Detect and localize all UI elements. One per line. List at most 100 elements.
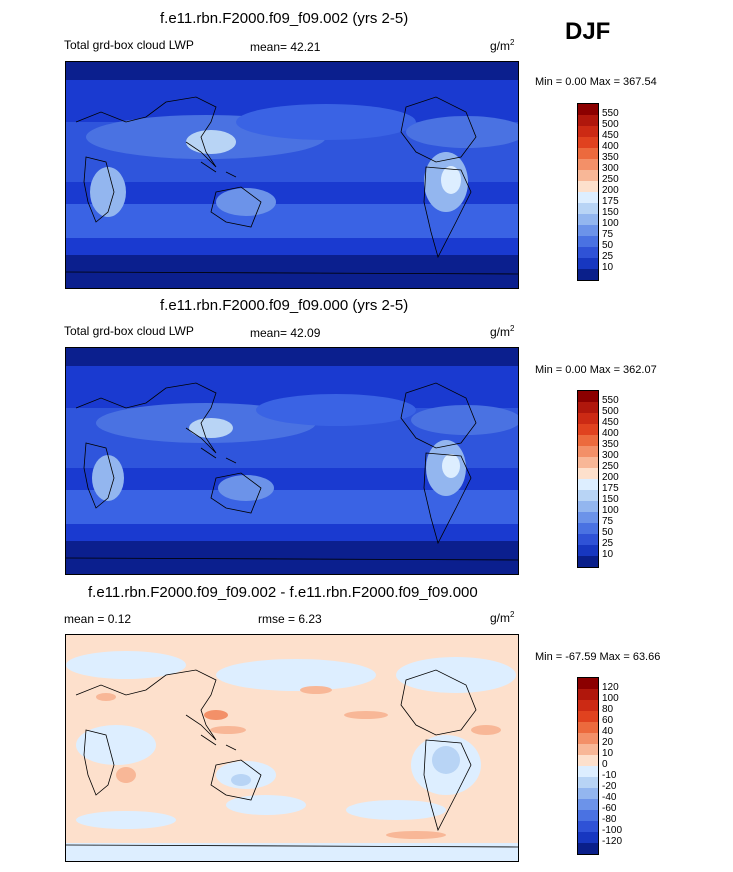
panel-2-colorbar-color-swatch	[578, 435, 598, 446]
panel-3-colorbar-tick-label: 100	[602, 693, 619, 704]
panel-3-colorbar-color-swatch	[578, 755, 598, 766]
panel-3-colorbar-tick-label: -80	[602, 814, 617, 825]
panel-1-colorbar-color-swatch	[578, 181, 598, 192]
panel-3-map-field	[66, 651, 518, 861]
panel-2-colorbar-tick-label: 300	[602, 450, 619, 461]
panel-1-title: f.e11.rbn.F2000.f09_f09.002 (yrs 2-5)	[160, 10, 409, 27]
panel-1-colorbar-color-swatch	[578, 115, 598, 126]
panel-1-colorbar-tick-label: 100	[602, 218, 619, 229]
panel-3-colorbar-color-swatch	[578, 678, 598, 689]
panel-3-colorbar-tick-label: 60	[602, 715, 614, 726]
panel-2-mean: mean= 42.09	[250, 326, 321, 340]
panel-3-colorbar-tick-label: -120	[602, 836, 623, 847]
panel-1-left-label: Total grd-box cloud LWP	[64, 38, 194, 52]
panel-1-colorbar-color-swatch	[578, 170, 598, 181]
panel-3-colorbar-color-swatch	[578, 766, 598, 777]
panel-1-colorbar-tick-label: 450	[602, 130, 619, 141]
panel-3-units: g/m2	[490, 610, 515, 625]
panel-2-colorbar-color-swatch	[578, 512, 598, 523]
panel-3-colorbar-color-swatch	[578, 700, 598, 711]
panel-2-minmax: Min = 0.00 Max = 362.07	[535, 364, 657, 376]
panel-3-colorbar-tick-label: 20	[602, 737, 614, 748]
panel-2-colorbar-tick-label: 75	[602, 516, 614, 527]
panel-2-colorbar-tick-label: 150	[602, 494, 619, 505]
panel-1-colorbar-color-swatch	[578, 137, 598, 148]
panel-2-colorbar-color-swatch	[578, 523, 598, 534]
panel-1-colorbar-tick-label: 200	[602, 185, 619, 196]
panel-3-colorbar-color-swatch	[578, 722, 598, 733]
season-label: DJF	[565, 18, 611, 45]
panel-1-colorbar-tick-label: 50	[602, 240, 614, 251]
panel-2-colorbar-color-swatch	[578, 501, 598, 512]
panel-2-colorbar-tick-label: 550	[602, 395, 619, 406]
panel-3-colorbar-color-swatch	[578, 788, 598, 799]
panel-1-colorbar-tick-label: 10	[602, 262, 614, 273]
panel-1-colorbar-tick-label: 400	[602, 141, 619, 152]
panel-2-colorbar-color-swatch	[578, 402, 598, 413]
panel-1-units: g/m2	[490, 38, 515, 53]
panel-3-map	[65, 634, 519, 862]
panel-2-colorbar-color-swatch	[578, 490, 598, 501]
panel-1-colorbar-color-swatch	[578, 192, 598, 203]
panel-3-mean: mean = 0.12	[64, 612, 132, 626]
panel-3-rmse: rmse = 6.23	[258, 612, 322, 626]
panel-2-colorbar-color-swatch	[578, 391, 598, 402]
panel-2-colorbar-color-swatch	[578, 413, 598, 424]
panel-2-colorbar-tick-label: 175	[602, 483, 619, 494]
panel-3-title: f.e11.rbn.F2000.f09_f09.002 - f.e11.rbn.…	[88, 584, 478, 601]
panel-1-colorbar-color-swatch	[578, 104, 598, 115]
panel-1-colorbar-color-swatch	[578, 214, 598, 225]
panel-2-colorbar-tick-label: 10	[602, 549, 614, 560]
panel-3-colorbar-tick-label: -100	[602, 825, 623, 836]
panel-2-title: f.e11.rbn.F2000.f09_f09.000 (yrs 2-5)	[160, 297, 409, 314]
panel-3-colorbar-color-swatch	[578, 733, 598, 744]
panel-2-colorbar-tick-label: 350	[602, 439, 619, 450]
panel-3-colorbar-tick-label: 10	[602, 748, 614, 759]
panel-3-colorbar-tick-label: 80	[602, 704, 614, 715]
panel-2-map	[65, 347, 519, 575]
panel-2-colorbar-color-swatch	[578, 446, 598, 457]
panel-2-colorbar-tick-label: 400	[602, 428, 619, 439]
panel-2-colorbar-tick-label: 100	[602, 505, 619, 516]
panel-3-colorbar-color-swatch	[578, 832, 598, 843]
panel-3-colorbar-tick-label: -60	[602, 803, 617, 814]
panel-2-colorbar-tick-label: 200	[602, 472, 619, 483]
panel-2-colorbar-tick-label: 500	[602, 406, 619, 417]
panel-1-minmax: Min = 0.00 Max = 367.54	[535, 76, 657, 88]
panel-1-colorbar-tick-label: 350	[602, 152, 619, 163]
panel-1-colorbar-color-swatch	[578, 148, 598, 159]
panel-3-colorbar-tick-label: 40	[602, 726, 614, 737]
panel-3-colorbar-tick-label: 0	[602, 759, 608, 770]
panel-1-colorbar-tick-label: 550	[602, 108, 619, 119]
panel-2-units: g/m2	[490, 324, 515, 339]
panel-1-colorbar-tick-label: 250	[602, 174, 619, 185]
panel-2-colorbar-color-swatch	[578, 457, 598, 468]
panel-1-colorbar-color-swatch	[578, 203, 598, 214]
panel-1-colorbar-color-swatch	[578, 159, 598, 170]
panel-3-colorbar-box	[577, 677, 599, 855]
panel-1-colorbar-color-swatch	[578, 225, 598, 236]
panel-1-colorbar-tick-label: 500	[602, 119, 619, 130]
panel-1-colorbar-tick-label: 75	[602, 229, 614, 240]
panel-1-colorbar-color-swatch	[578, 236, 598, 247]
panel-1-colorbar-tick-label: 150	[602, 207, 619, 218]
panel-1-colorbar-tick-label: 175	[602, 196, 619, 207]
panel-2-left-label: Total grd-box cloud LWP	[64, 324, 194, 338]
panel-3-colorbar-color-swatch	[578, 843, 598, 854]
panel-1-colorbar-tick-label: 300	[602, 163, 619, 174]
panel-1-colorbar-color-swatch	[578, 269, 598, 280]
panel-2-colorbar-tick-label: 450	[602, 417, 619, 428]
panel-2-colorbar-color-swatch	[578, 468, 598, 479]
panel-3-colorbar-tick-label: -10	[602, 770, 617, 781]
panel-3-colorbar-tick-label: -40	[602, 792, 617, 803]
panel-3-colorbar-tick-label: -20	[602, 781, 617, 792]
panel-2-colorbar-color-swatch	[578, 479, 598, 490]
panel-3-colorbar-color-swatch	[578, 810, 598, 821]
panel-2-colorbar-tick-label: 50	[602, 527, 614, 538]
panel-1-mean: mean= 42.21	[250, 40, 321, 54]
panel-1-map-field	[66, 80, 518, 275]
panel-3-colorbar-color-swatch	[578, 799, 598, 810]
panel-3-minmax: Min = -67.59 Max = 63.66	[535, 651, 661, 663]
panel-1-colorbar-color-swatch	[578, 126, 598, 137]
panel-3-colorbar-color-swatch	[578, 821, 598, 832]
